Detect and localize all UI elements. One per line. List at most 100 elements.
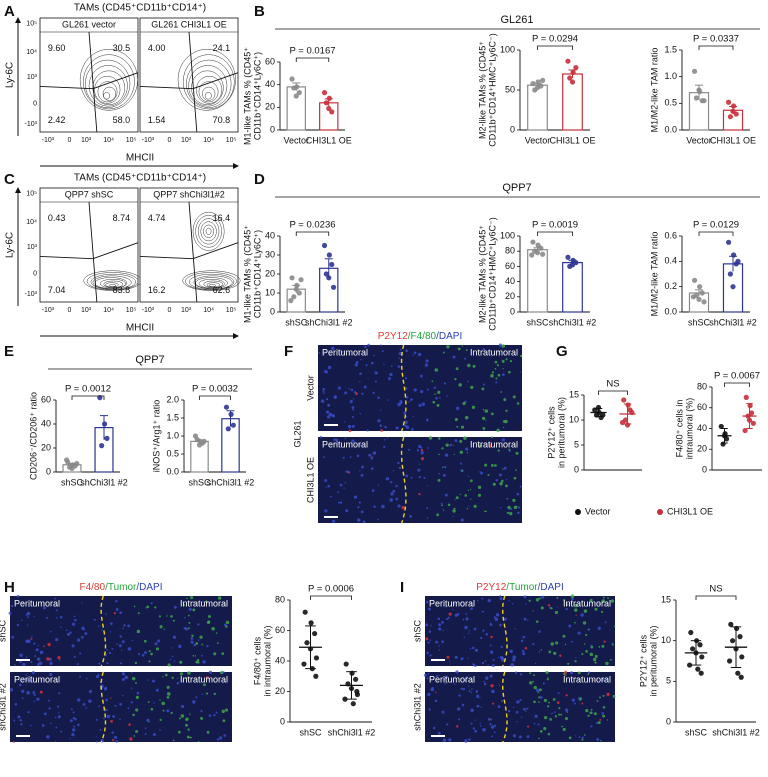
speckle (105, 698, 109, 702)
y-tick-label: 0.0 (664, 124, 677, 134)
data-point (330, 284, 337, 290)
speckle (215, 632, 218, 634)
speckle (602, 694, 605, 697)
speckle (481, 610, 484, 613)
speckle (525, 603, 527, 605)
data-point (323, 271, 329, 277)
contour (97, 81, 118, 103)
speckle (95, 675, 100, 679)
speckle (387, 377, 392, 381)
speckle (73, 655, 76, 658)
speckle (410, 427, 414, 431)
p-value: P = 0.0019 (532, 220, 578, 231)
x-axis-label: MHCII (126, 153, 154, 164)
speckle (372, 451, 377, 455)
speckle (19, 719, 23, 722)
speckle (119, 662, 123, 665)
speckle (377, 518, 380, 521)
contour (105, 282, 119, 288)
speckle (500, 391, 503, 393)
speckle (467, 489, 469, 491)
speckle (532, 680, 534, 683)
speckle (533, 674, 536, 677)
speckle (115, 600, 118, 603)
speckle (518, 735, 522, 739)
speckle (517, 511, 520, 515)
x-tick-label: shSC (299, 727, 322, 737)
speckle (456, 707, 461, 711)
speckle (594, 654, 598, 658)
speckle (196, 658, 200, 662)
x-tick-label: shSC (688, 317, 711, 327)
speckle (438, 453, 440, 456)
speckle (602, 596, 605, 599)
speckle (610, 658, 612, 661)
speckle (14, 702, 18, 706)
speckle (433, 386, 436, 389)
speckle (88, 699, 92, 703)
speckle (401, 505, 405, 510)
contour (198, 278, 225, 289)
contour (177, 48, 236, 111)
speckle (136, 691, 140, 695)
speckle (437, 617, 441, 621)
data-point (727, 658, 733, 664)
speckle (505, 478, 508, 481)
x-tick-label: 10⁵ (226, 307, 237, 314)
quadrant-value: 4.74 (148, 213, 166, 223)
speckle (432, 400, 436, 404)
speckle (351, 416, 354, 419)
speckle (533, 700, 536, 704)
speckle (353, 495, 358, 499)
p-value: P = 0.0337 (693, 34, 739, 45)
speckle (596, 700, 599, 702)
speckle (49, 672, 53, 677)
speckle (54, 597, 57, 600)
speckle (574, 677, 577, 679)
x-tick-label: 0 (167, 307, 171, 314)
speckle (502, 468, 504, 470)
speckle (545, 670, 549, 674)
speckle (481, 661, 485, 665)
y-axis-label: M1/M2-like TAM ratio (649, 232, 659, 317)
speckle (57, 655, 61, 660)
speckle (600, 677, 605, 682)
y-tick-label: 0.2 (664, 281, 677, 291)
quadrant-value: 0.43 (48, 213, 66, 223)
data-point (529, 252, 535, 258)
speckle (101, 629, 103, 631)
bar (527, 249, 548, 313)
speckle (465, 349, 468, 351)
speckle (500, 479, 504, 483)
speckle (319, 435, 323, 439)
x-tick-label: 10⁴ (103, 137, 114, 144)
x-tick-label: shChi3l1 #2 (305, 317, 353, 327)
speckle (207, 615, 211, 618)
data-point (223, 404, 230, 410)
contour (92, 275, 132, 290)
x-tick-label: 10³ (181, 137, 192, 144)
speckle (592, 679, 595, 682)
speckle (36, 663, 40, 667)
speckle (9, 688, 13, 692)
tumor-border (501, 671, 508, 743)
data-point (625, 402, 631, 408)
region-label: Intratumoral (563, 674, 611, 684)
speckle (194, 655, 197, 657)
data-point (326, 275, 332, 281)
plot-title: GL261 vector (62, 19, 116, 29)
micrograph (425, 672, 615, 742)
speckle (444, 682, 447, 685)
y-axis-label: M2-like TAMs % (CD45⁺ (477, 41, 487, 139)
speckle (438, 649, 440, 651)
speckle (73, 615, 76, 618)
speckle (441, 466, 444, 469)
speckle (179, 660, 183, 664)
speckle (438, 472, 440, 475)
speckle (58, 711, 60, 714)
speckle (516, 721, 518, 723)
speckle (490, 436, 493, 439)
gate (192, 242, 239, 260)
speckle (150, 602, 153, 605)
speckle (329, 495, 332, 498)
